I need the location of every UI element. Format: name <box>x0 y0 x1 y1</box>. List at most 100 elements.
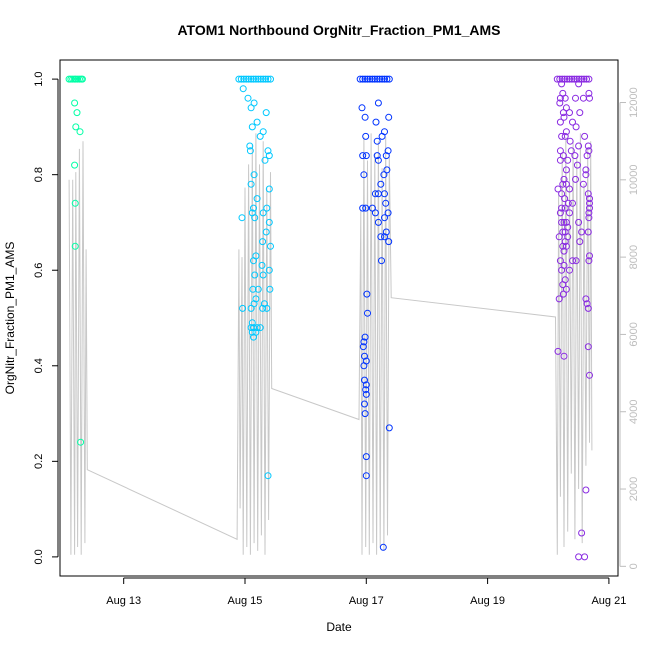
data-point <box>586 252 593 260</box>
data-point <box>373 137 381 145</box>
data-point <box>262 109 270 117</box>
data-point <box>582 171 590 179</box>
data-point <box>264 147 272 155</box>
data-point <box>362 390 370 398</box>
data-point <box>560 218 568 226</box>
data-point <box>262 75 270 83</box>
data-point <box>581 132 589 140</box>
data-point <box>383 75 391 83</box>
data-point <box>562 218 570 226</box>
data-point <box>253 118 261 126</box>
data-point <box>572 94 579 102</box>
data-point <box>71 161 79 169</box>
y-tick-label: 0.8 <box>33 167 45 182</box>
data-point <box>585 214 593 222</box>
data-point <box>564 199 572 207</box>
data-point <box>259 304 267 312</box>
data-point <box>250 204 257 212</box>
data-point <box>573 75 581 83</box>
data-point <box>582 166 590 174</box>
data-point <box>384 147 392 155</box>
data-point <box>356 75 364 83</box>
data-point <box>250 171 258 179</box>
data-point <box>256 324 264 332</box>
y-tick-label: 0.6 <box>33 263 45 278</box>
data-point <box>576 238 584 246</box>
x-tick-label: Aug 15 <box>228 595 263 607</box>
data-point <box>564 156 572 164</box>
data-point <box>359 343 367 351</box>
data-point <box>555 233 563 241</box>
data-point <box>237 75 245 83</box>
data-point <box>583 152 591 160</box>
data-point <box>78 75 86 83</box>
data-point <box>376 75 384 83</box>
data-point <box>264 75 272 83</box>
data-point <box>566 266 573 274</box>
data-point <box>361 352 368 360</box>
data-point <box>257 75 265 83</box>
data-point <box>566 109 573 117</box>
data-point <box>380 171 388 179</box>
data-point <box>239 85 247 93</box>
data-point <box>385 75 393 83</box>
data-point <box>561 195 569 203</box>
x-tick-label: Aug 19 <box>470 595 505 607</box>
data-point <box>559 290 567 298</box>
data-point <box>359 152 367 160</box>
y2-tick-label: 4000 <box>628 399 640 423</box>
data-point <box>366 75 374 83</box>
data-point <box>572 123 580 131</box>
data-point <box>247 104 255 112</box>
data-point <box>562 166 570 174</box>
data-point <box>562 128 570 136</box>
data-point <box>560 352 568 360</box>
data-point <box>250 257 257 265</box>
data-point <box>250 75 257 83</box>
data-point <box>265 152 273 160</box>
data-point <box>567 147 575 155</box>
data-point <box>71 99 79 107</box>
data-point <box>561 94 569 102</box>
secondary-line-layer <box>68 133 593 555</box>
data-point <box>251 214 259 222</box>
data-point <box>361 113 369 121</box>
data-point <box>585 257 593 265</box>
data-point <box>240 75 248 83</box>
data-point <box>358 104 366 112</box>
data-point <box>377 233 385 241</box>
data-point <box>571 152 579 160</box>
data-point <box>69 75 77 83</box>
data-point <box>583 75 590 83</box>
data-point <box>580 75 588 83</box>
y-axis-label: OrgNitr_Fraction_PM1_AMS <box>3 242 17 395</box>
data-point <box>578 228 586 236</box>
data-point <box>71 199 79 207</box>
data-point <box>378 75 386 83</box>
data-point <box>262 228 270 236</box>
data-point <box>566 185 573 193</box>
data-point <box>569 199 576 207</box>
data-point <box>242 75 250 83</box>
data-point <box>259 209 267 217</box>
data-point <box>558 75 566 83</box>
data-point <box>247 180 255 188</box>
data-point <box>261 156 269 164</box>
data-point <box>238 214 246 222</box>
data-point <box>586 371 593 379</box>
data-point <box>585 209 593 217</box>
data-point <box>579 180 587 188</box>
data-point <box>575 80 583 88</box>
data-point <box>584 142 592 150</box>
data-point <box>572 175 579 183</box>
y-tick-label: 0.2 <box>33 454 45 469</box>
data-point <box>250 333 257 341</box>
data-point <box>263 304 271 312</box>
data-point <box>361 333 369 341</box>
data-point <box>371 190 379 198</box>
data-point <box>371 209 379 217</box>
data-point <box>382 228 390 236</box>
data-point <box>556 118 564 126</box>
data-point <box>583 300 591 308</box>
